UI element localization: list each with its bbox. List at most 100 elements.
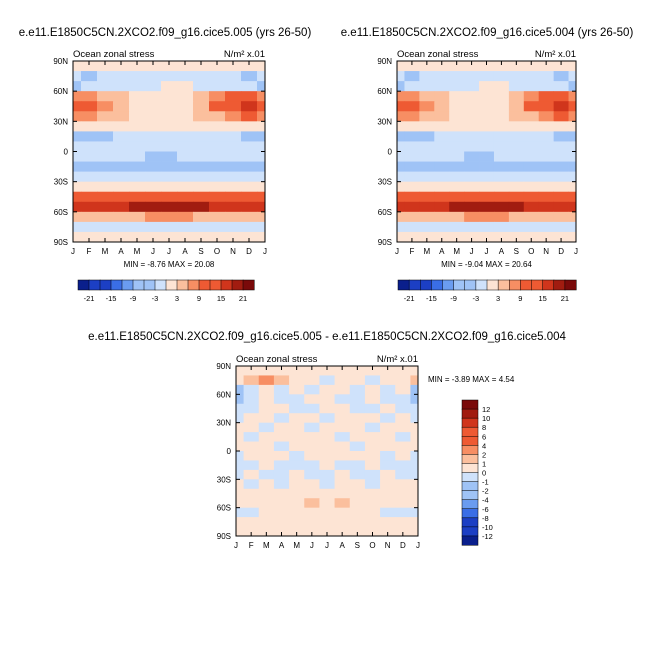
heatmap-cell [289,526,305,537]
heatmap-cell [419,191,435,203]
heatmap-cell [73,191,82,203]
heatmap-cell [193,141,210,152]
heatmap-cell [73,121,82,132]
x-tick-label: M [423,247,430,256]
heatmap-cell [81,151,98,162]
heatmap-cell [349,451,366,461]
x-tick-label: F [249,541,254,550]
heatmap-cell [145,61,162,72]
heatmap-cell [364,479,381,490]
heatmap-cell [397,71,405,82]
heatmap-cell [434,191,450,203]
heatmap-cell [73,111,82,122]
x-tick-label: S [198,247,203,256]
heatmap-cell [479,201,495,213]
chart-title: e.e11.E1850C5CN.2XCO2.f09_g16.cice5.004 … [341,27,634,39]
heatmap-cell [419,141,435,152]
heatmap-cell [225,81,242,92]
heatmap-cell [349,422,366,433]
heatmap-cell [553,111,569,122]
heatmap-cell [145,181,162,193]
colorbar-box [77,279,90,291]
heatmap-cell [419,211,435,223]
heatmap-cell [113,121,130,132]
heatmap-cell [449,61,465,72]
heatmap-cell [553,91,569,102]
heatmap-cell [209,171,226,183]
heatmap-cell [334,384,351,395]
heatmap-cell [273,422,290,433]
heatmap-cell [236,479,244,490]
heatmap-cell [464,131,480,142]
heatmap-cell [568,231,577,243]
heatmap-cell [161,181,178,193]
heatmap-cell [395,422,411,433]
heatmap-cell [177,91,194,102]
heatmap-cell [243,375,260,386]
heatmap-cell [395,479,411,490]
heatmap-cell [241,101,258,112]
heatmap-cell [209,111,226,122]
heatmap-cell [449,91,465,102]
heatmap-cell [434,61,450,72]
heatmap-cell [434,111,450,122]
heatmap-cell [236,422,244,433]
heatmap-cell [304,413,320,424]
heatmap-cell [434,131,450,142]
heatmap-cell [538,211,555,223]
heatmap-cell [334,460,351,471]
heatmap-cell [397,131,405,142]
heatmap-cell [380,366,396,376]
heatmap-cell [568,171,577,183]
heatmap-cell [304,432,320,442]
units-label: N/m² x.01 [377,354,418,365]
heatmap-cell [177,201,194,213]
heatmap-cell [289,375,305,386]
heatmap-cell [334,375,351,386]
heatmap-cell [568,131,577,142]
heatmap-cell [449,221,465,233]
heatmap-cell [236,488,244,499]
heatmap-cell [129,111,146,122]
heatmap-cell [380,488,396,499]
heatmap-cell [209,81,226,92]
colorbar-box [542,279,555,291]
y-tick-label: 90N [216,362,231,371]
stats-text: MIN = -8.76 MAX = 20.08 [124,260,215,269]
heatmap-cell [113,131,130,142]
heatmap-cell [193,61,210,72]
x-tick-label: A [339,541,345,550]
heatmap-cell [257,131,266,142]
heatmap-cell [236,498,244,509]
heatmap-cell [395,460,411,471]
heatmap-cell [258,498,275,509]
x-tick-label: M [134,247,141,256]
heatmap-cell [404,191,420,203]
heatmap-cell [479,61,495,72]
heatmap-cell [177,81,194,92]
heatmap-cell [145,211,162,223]
heatmap-cell [113,151,130,162]
heatmap-cell [273,384,290,395]
heatmap-cell [508,171,525,183]
x-tick-label: M [263,541,270,550]
heatmap-cell [257,171,266,183]
heatmap-cell [410,422,419,433]
heatmap-cell [273,432,290,442]
heatmap-cell [553,181,569,193]
heatmap-cell [538,151,555,162]
heatmap-cell [113,61,130,72]
heatmap-cell [129,81,146,92]
heatmap-cell [81,61,98,72]
chart-title: e.e11.E1850C5CN.2XCO2.f09_g16.cice5.005 … [88,331,566,343]
heatmap-cell [304,507,320,518]
heatmap-cell [289,394,305,405]
heatmap-cell [410,517,419,527]
heatmap-cell [553,211,569,223]
heatmap-cell [129,181,146,193]
heatmap-cell [273,460,290,471]
heatmap-cell [364,488,381,499]
heatmap-cell [81,201,98,213]
colorbar-label: -1 [482,478,489,487]
heatmap-cell [380,517,396,527]
